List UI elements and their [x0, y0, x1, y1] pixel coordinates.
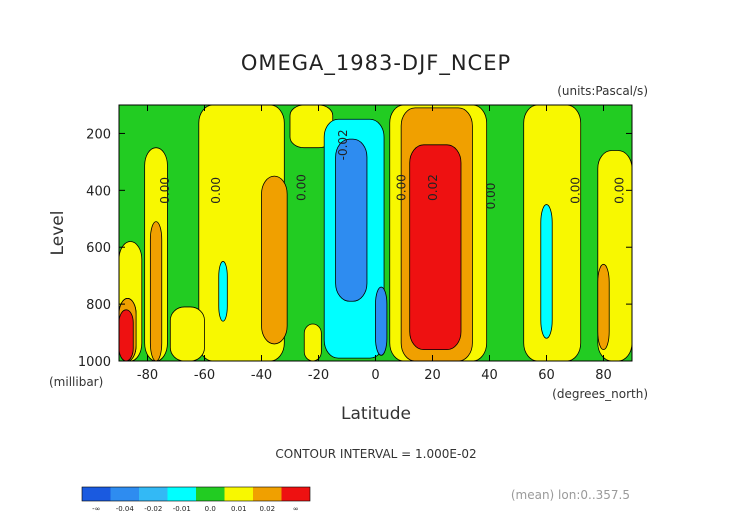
contour-region-7: [218, 261, 228, 322]
y-tick-label-2: 600: [86, 241, 111, 256]
y-tick-label-0: 200: [86, 127, 111, 142]
colorbar-swatch-5: [224, 487, 253, 501]
contour-region-12: [375, 286, 388, 356]
contour-region-6: [261, 175, 288, 345]
contour-region-17: [540, 204, 553, 339]
contour-region-3: [149, 221, 163, 361]
y-axis-ticks: 200 400 600 800 1000: [78, 127, 632, 370]
x-tick-label-7: 60: [538, 368, 555, 383]
contour-region-5: [169, 306, 205, 361]
colorbar-label-6: 0.02: [259, 505, 275, 513]
contour-line-label-4: 0.00: [394, 174, 408, 201]
contour-line-label-5: 0.02: [426, 174, 440, 201]
colorbar-swatch-1: [110, 487, 139, 501]
contour-line-label-2: 0.00: [295, 174, 309, 201]
x-tick-label-8: 80: [595, 368, 612, 383]
contour-region-22: [119, 309, 134, 361]
colorbar-label-2: -0.02: [144, 505, 162, 513]
colorbar: -∞ -0.04 -0.02 -0.01 0.0 0.01 0.02 ∞: [81, 486, 311, 513]
x-units-label: (degrees_north): [552, 387, 648, 401]
contour-region-11: [335, 138, 368, 302]
y-tick-label-3: 800: [86, 298, 111, 313]
colorbar-label-0: -∞: [92, 505, 100, 513]
units-label: (units:Pascal/s): [557, 84, 648, 98]
x-axis-label: Latitude: [341, 404, 411, 424]
contour-line-label-7: 0.00: [568, 177, 582, 204]
contour-region-19: [597, 263, 610, 351]
colorbar-label-4: 0.0: [205, 505, 216, 513]
colorbar-frame: [81, 486, 311, 502]
colorbar-label-7: ∞: [293, 505, 299, 513]
x-tick-label-6: 40: [481, 368, 498, 383]
x-axis-ticks: -80 -60 -40 -20 0 20 40 60 80: [137, 105, 612, 383]
contour-interval-label: CONTOUR INTERVAL = 1.000E-02: [275, 447, 476, 461]
x-tick-label-3: -20: [308, 368, 329, 383]
colorbar-swatch-4: [196, 487, 225, 501]
y-axis-label: Level: [48, 211, 68, 256]
contour-line-label-8: 0.00: [612, 177, 626, 204]
y-tick-label-4: 1000: [78, 355, 111, 370]
y-units-label: (millibar): [49, 375, 103, 389]
x-tick-label-1: -60: [194, 368, 215, 383]
contour-plot-area: [119, 105, 632, 361]
contour-region-15: [409, 144, 462, 351]
contour-line-labels: 0.00 0.00 0.00 -0.02 0.00 0.02 0.00 0.00 0.00: [158, 129, 627, 209]
contour-line-label-0: 0.00: [158, 177, 172, 204]
y-tick-label-1: 400: [86, 184, 111, 199]
x-tick-label-0: -80: [137, 368, 158, 383]
colorbar-swatch-6: [253, 487, 282, 501]
colorbar-label-5: 0.01: [231, 505, 247, 513]
colorbar-swatch-2: [139, 487, 168, 501]
colorbar-swatch-7: [281, 487, 310, 501]
colorbar-swatch-3: [167, 487, 196, 501]
contour-line-label-6: 0.00: [484, 183, 498, 210]
colorbar-label-1: -0.04: [116, 505, 135, 513]
x-tick-label-5: 20: [424, 368, 441, 383]
contour-line-label-1: 0.00: [209, 177, 223, 204]
chart-title: OMEGA_1983-DJF_NCEP: [241, 51, 511, 76]
mean-longitude-label: (mean) lon:0..357.5: [511, 488, 630, 502]
contour-line-label-3: -0.02: [336, 129, 350, 160]
x-tick-label-4: 0: [371, 368, 379, 383]
x-tick-label-2: -40: [251, 368, 272, 383]
colorbar-swatch-0: [82, 487, 111, 501]
colorbar-label-3: -0.01: [173, 505, 191, 513]
